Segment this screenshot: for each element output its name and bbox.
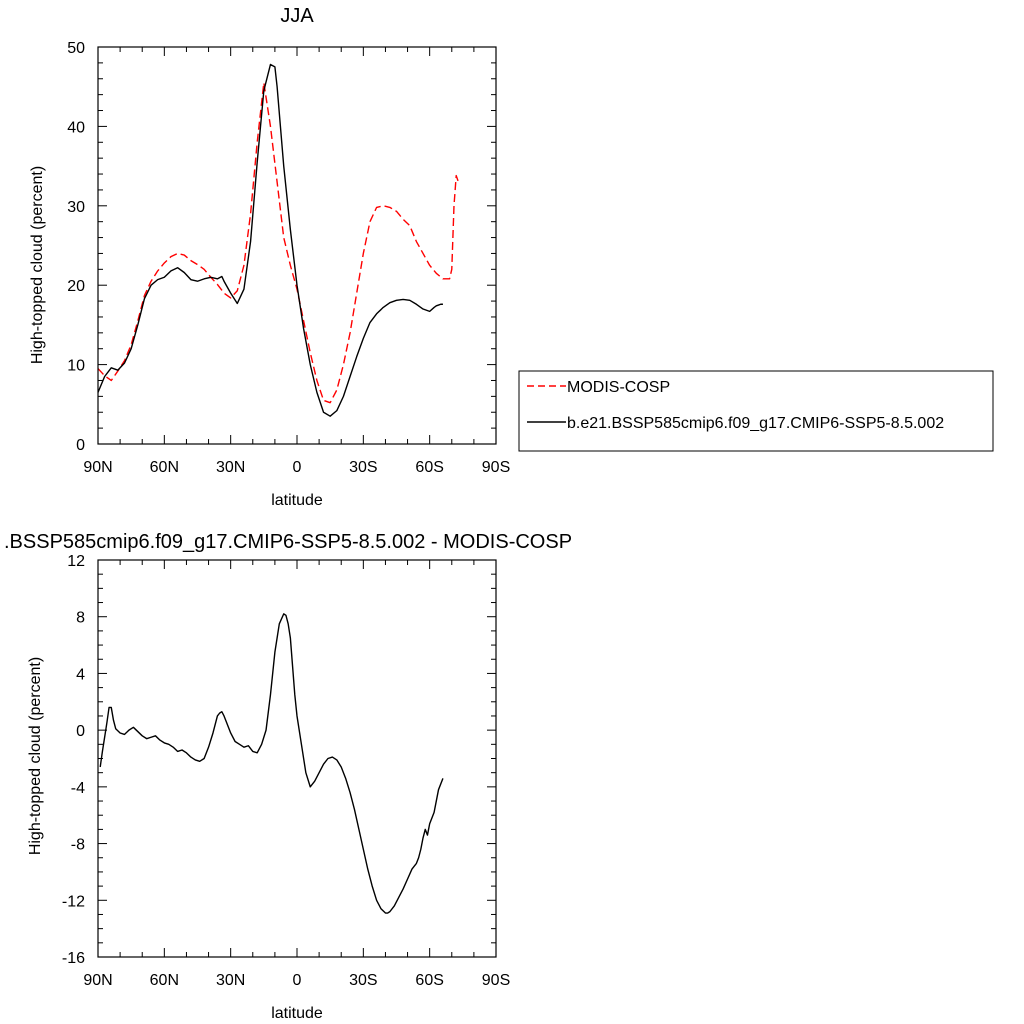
top-chart-frame xyxy=(97,46,497,445)
top-x-tick-label: 0 xyxy=(293,459,302,476)
legend-box xyxy=(518,370,994,452)
top-y-tick-label: 20 xyxy=(67,278,85,295)
bottom-x-tick-label: 0 xyxy=(293,972,302,989)
bottom-x-tick-label: 90N xyxy=(83,972,112,989)
top-x-tick-label: 90N xyxy=(83,459,112,476)
top-chart-x-axis-label: latitude xyxy=(271,492,323,509)
top-x-tick-label: 60S xyxy=(415,459,443,476)
top-y-tick-label: 40 xyxy=(67,119,85,136)
top-x-tick-label: 60N xyxy=(150,459,179,476)
bottom-chart-title: .BSSP585cmip6.f09_g17.CMIP6-SSP5-8.5.002… xyxy=(4,531,572,553)
bottom-chart-x-axis-label: latitude xyxy=(271,1005,323,1022)
bottom-y-tick-label: 8 xyxy=(76,610,85,627)
bottom-series-line-1 xyxy=(99,613,444,914)
top-y-tick-label: 30 xyxy=(67,199,85,216)
top-chart-panel: JJA latitude High-topped cloud (percent)… xyxy=(29,5,510,509)
top-x-tick-label: 30S xyxy=(349,459,377,476)
bottom-chart-panel: .BSSP585cmip6.f09_g17.CMIP6-SSP5-8.5.002… xyxy=(4,531,572,1022)
top-chart-series-lines xyxy=(97,63,460,417)
bottom-x-tick-label: 30N xyxy=(216,972,245,989)
top-chart-ticks: 90N 60N 30N 0 30S 60S 90S 0 10 20 30 40 50 xyxy=(67,40,510,476)
top-x-tick-label: 90S xyxy=(482,459,510,476)
top-y-tick-label: 50 xyxy=(67,40,85,57)
bottom-chart-series-lines xyxy=(99,613,444,914)
bottom-chart-frame xyxy=(97,559,497,958)
bottom-y-tick-label: 0 xyxy=(76,723,85,740)
top-series-line-2 xyxy=(97,63,443,417)
bottom-chart-ticks: 90N 60N 30N 0 30S 60S 90S -16 -12 -8 -4 0 4 8 12 xyxy=(62,553,510,989)
top-y-tick-label: 0 xyxy=(76,437,85,454)
bottom-chart-y-axis-label: High-topped cloud (percent) xyxy=(27,657,44,855)
bottom-x-tick-label: 90S xyxy=(482,972,510,989)
bottom-x-tick-label: 60N xyxy=(150,972,179,989)
bottom-y-tick-label: -8 xyxy=(71,837,85,854)
top-series-line-1 xyxy=(97,82,460,404)
legend-label-model: b.e21.BSSP585cmip6.f09_g17.CMIP6-SSP5-8.… xyxy=(567,415,944,432)
bottom-x-tick-label: 60S xyxy=(415,972,443,989)
bottom-y-tick-label: -16 xyxy=(62,950,85,967)
legend-label-modis: MODIS-COSP xyxy=(567,379,670,396)
bottom-y-tick-label: 12 xyxy=(67,553,85,570)
top-chart-title: JJA xyxy=(280,5,314,27)
top-chart-y-axis-label: High-topped cloud (percent) xyxy=(29,166,46,364)
bottom-y-tick-label: -4 xyxy=(71,780,85,797)
top-x-tick-label: 30N xyxy=(216,459,245,476)
chart-legend: MODIS-COSP b.e21.BSSP585cmip6.f09_g17.CM… xyxy=(518,370,994,452)
bottom-y-tick-label: 4 xyxy=(76,666,85,683)
top-y-tick-label: 10 xyxy=(67,358,85,375)
bottom-x-tick-label: 30S xyxy=(349,972,377,989)
bottom-y-tick-label: -12 xyxy=(62,893,85,910)
